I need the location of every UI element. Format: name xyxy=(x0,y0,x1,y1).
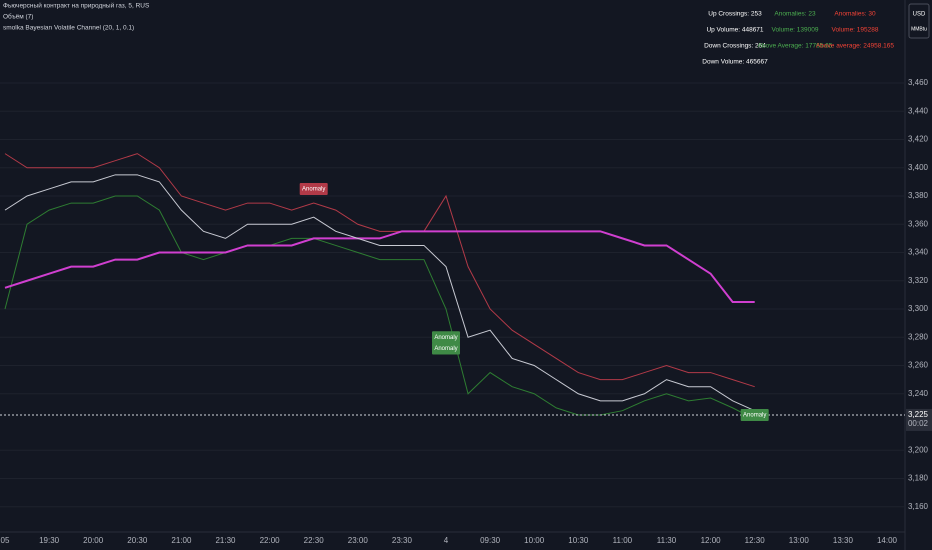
anomaly-label: Anomaly xyxy=(743,413,766,419)
stats-cell: Up Volume: 448671 xyxy=(706,27,763,34)
x-tick-label: 20:30 xyxy=(127,536,148,545)
stats-cell: Volume: 195288 xyxy=(832,27,879,34)
x-tick-label: 23:00 xyxy=(348,536,369,545)
series-line xyxy=(4,230,755,303)
y-tick-label: 3,300 xyxy=(908,304,929,313)
y-tick-label: 3,420 xyxy=(908,135,929,144)
series-line xyxy=(4,174,755,412)
x-tick-label: 4 xyxy=(444,536,449,545)
y-tick-label: 3,260 xyxy=(908,361,929,370)
countdown: 00:02 xyxy=(908,419,929,428)
unit: MMBtu xyxy=(911,26,927,32)
stats-cell: Anomalies: 23 xyxy=(774,11,816,18)
last-price-box xyxy=(906,408,932,431)
stats-panel xyxy=(700,5,902,69)
stats-cell: Above Average: 17765.65 xyxy=(758,43,833,50)
x-tick-label: 19:30 xyxy=(39,536,60,545)
anomaly-box xyxy=(432,342,460,355)
y-tick-label: 3,380 xyxy=(908,191,929,200)
y-tick-label: 3,280 xyxy=(908,332,929,341)
x-tick-label: 10:00 xyxy=(524,536,545,545)
anomaly-box xyxy=(740,408,769,421)
y-tick-label: 3,160 xyxy=(908,502,929,511)
x-tick-label: 09:30 xyxy=(480,536,501,545)
anomaly-label: Anomaly xyxy=(434,335,457,341)
x-tick-label: 21:00 xyxy=(171,536,192,545)
series-line xyxy=(4,195,755,420)
x-tick-label: 12:00 xyxy=(701,536,722,545)
y-tick-label: 3,460 xyxy=(908,78,929,87)
y-tick-label: 3,200 xyxy=(908,445,929,454)
x-tick-label: 20:00 xyxy=(83,536,104,545)
last-price-label: 3,225 xyxy=(908,410,929,419)
stats-cell: Above average: 24958.165 xyxy=(816,43,894,50)
y-tick-label: 3,400 xyxy=(908,163,929,172)
y-tick-label: 3,240 xyxy=(908,389,929,398)
x-tick-label: 22:00 xyxy=(260,536,281,545)
legend-line: Объём (7) xyxy=(3,13,33,21)
anomaly-label: Anomaly xyxy=(302,187,325,193)
x-tick-label: 05 xyxy=(1,536,10,545)
stats-cell: Down Crossings: 254 xyxy=(704,43,766,50)
legend-line: Фьючерсный контракт на природный газ, 5,… xyxy=(3,2,150,10)
series-line xyxy=(4,153,755,388)
y-tick-label: 3,360 xyxy=(908,219,929,228)
x-tick-label: 23:30 xyxy=(392,536,413,545)
x-tick-label: 11:00 xyxy=(613,536,633,545)
x-tick-label: 13:30 xyxy=(833,536,854,545)
stats-cell: Volume: 139009 xyxy=(772,27,819,34)
x-tick-label: 12:30 xyxy=(745,536,766,545)
anomaly-box xyxy=(432,331,460,344)
y-tick-label: 3,440 xyxy=(908,106,929,115)
x-tick-label: 14:00 xyxy=(877,536,898,545)
y-tick-label: 3,340 xyxy=(908,248,929,257)
legend-line: smolka Bayesian Volatile Channel (20, 1,… xyxy=(3,25,134,32)
stats-cell: Down Volume: 465667 xyxy=(702,59,768,66)
x-tick-label: 13:00 xyxy=(789,536,810,545)
unit-box[interactable] xyxy=(908,3,930,39)
x-tick-label: 21:30 xyxy=(215,536,236,545)
y-tick-label: 3,320 xyxy=(908,276,929,285)
anomaly-label: Anomaly xyxy=(434,346,457,352)
anomaly-box xyxy=(299,182,328,195)
y-tick-label: 3,180 xyxy=(908,474,929,483)
x-tick-label: 11:30 xyxy=(657,536,677,545)
stats-cell: Anomalies: 30 xyxy=(834,11,876,18)
x-tick-label: 10:30 xyxy=(568,536,589,545)
currency: USD xyxy=(913,12,926,18)
x-tick-label: 22:30 xyxy=(304,536,325,545)
stats-cell: Up Crossings: 253 xyxy=(708,11,762,18)
